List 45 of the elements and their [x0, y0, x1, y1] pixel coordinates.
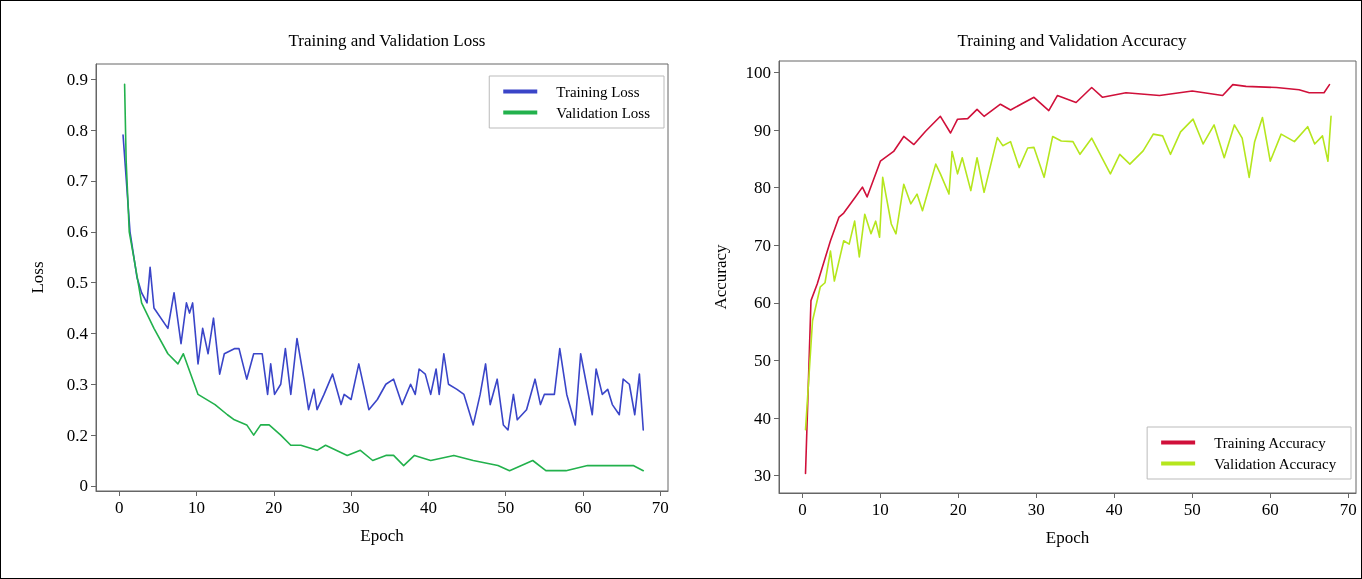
y-tick-label: 0 [79, 476, 88, 496]
legend-label: Training Accuracy [1214, 434, 1327, 451]
x-tick-label: 60 [1261, 500, 1279, 519]
y-tick-label: 70 [754, 235, 771, 255]
x-tick-label: 20 [265, 498, 283, 517]
legend-label: Training Loss [556, 83, 640, 100]
y-tick-label: 0.9 [66, 69, 88, 89]
y-tick-label: 0.7 [66, 171, 89, 191]
y-tick-label: 0.4 [66, 323, 89, 343]
x-tick-label: 40 [1105, 500, 1123, 519]
y-axis-title: Accuracy [711, 243, 730, 310]
x-tick-label: 30 [1027, 500, 1045, 519]
x-tick-label: 0 [114, 498, 124, 517]
y-tick-label: 40 [754, 408, 771, 428]
x-tick-label: 10 [187, 498, 205, 517]
chart-title: Training and Validation Loss [288, 31, 486, 50]
y-tick-label: 0.5 [66, 273, 88, 293]
x-axis-title: Epoch [1045, 528, 1090, 547]
x-tick-label: 70 [651, 498, 669, 517]
x-tick-label: 40 [419, 498, 437, 517]
x-tick-label: 30 [342, 498, 360, 517]
x-tick-label: 60 [574, 498, 592, 517]
chart-title: Training and Validation Accuracy [957, 31, 1187, 50]
x-tick-label: 10 [871, 500, 889, 519]
legend-label: Validation Loss [556, 104, 651, 121]
x-tick-label: 70 [1339, 500, 1357, 519]
legend-label: Validation Accuracy [1214, 455, 1337, 472]
x-tick-label: 50 [497, 498, 515, 517]
line-series [804, 115, 1332, 431]
y-tick-label: 60 [754, 293, 771, 313]
y-tick-label: 30 [754, 466, 771, 486]
y-tick-label: 0.3 [66, 374, 88, 394]
y-tick-label: 0.8 [66, 120, 88, 140]
y-tick-label: 0.6 [66, 222, 88, 242]
x-tick-label: 20 [949, 500, 967, 519]
y-tick-label: 80 [754, 178, 771, 198]
y-tick-label: 50 [754, 351, 771, 371]
y-axis-title: Loss [28, 261, 47, 294]
y-tick-label: 100 [745, 63, 771, 83]
line-series [122, 134, 645, 431]
x-tick-label: 50 [1183, 500, 1201, 519]
x-tick-label: 0 [798, 500, 807, 519]
y-tick-label: 90 [754, 120, 771, 140]
x-axis-title: Epoch [360, 526, 405, 545]
y-tick-label: 0.2 [66, 425, 88, 445]
